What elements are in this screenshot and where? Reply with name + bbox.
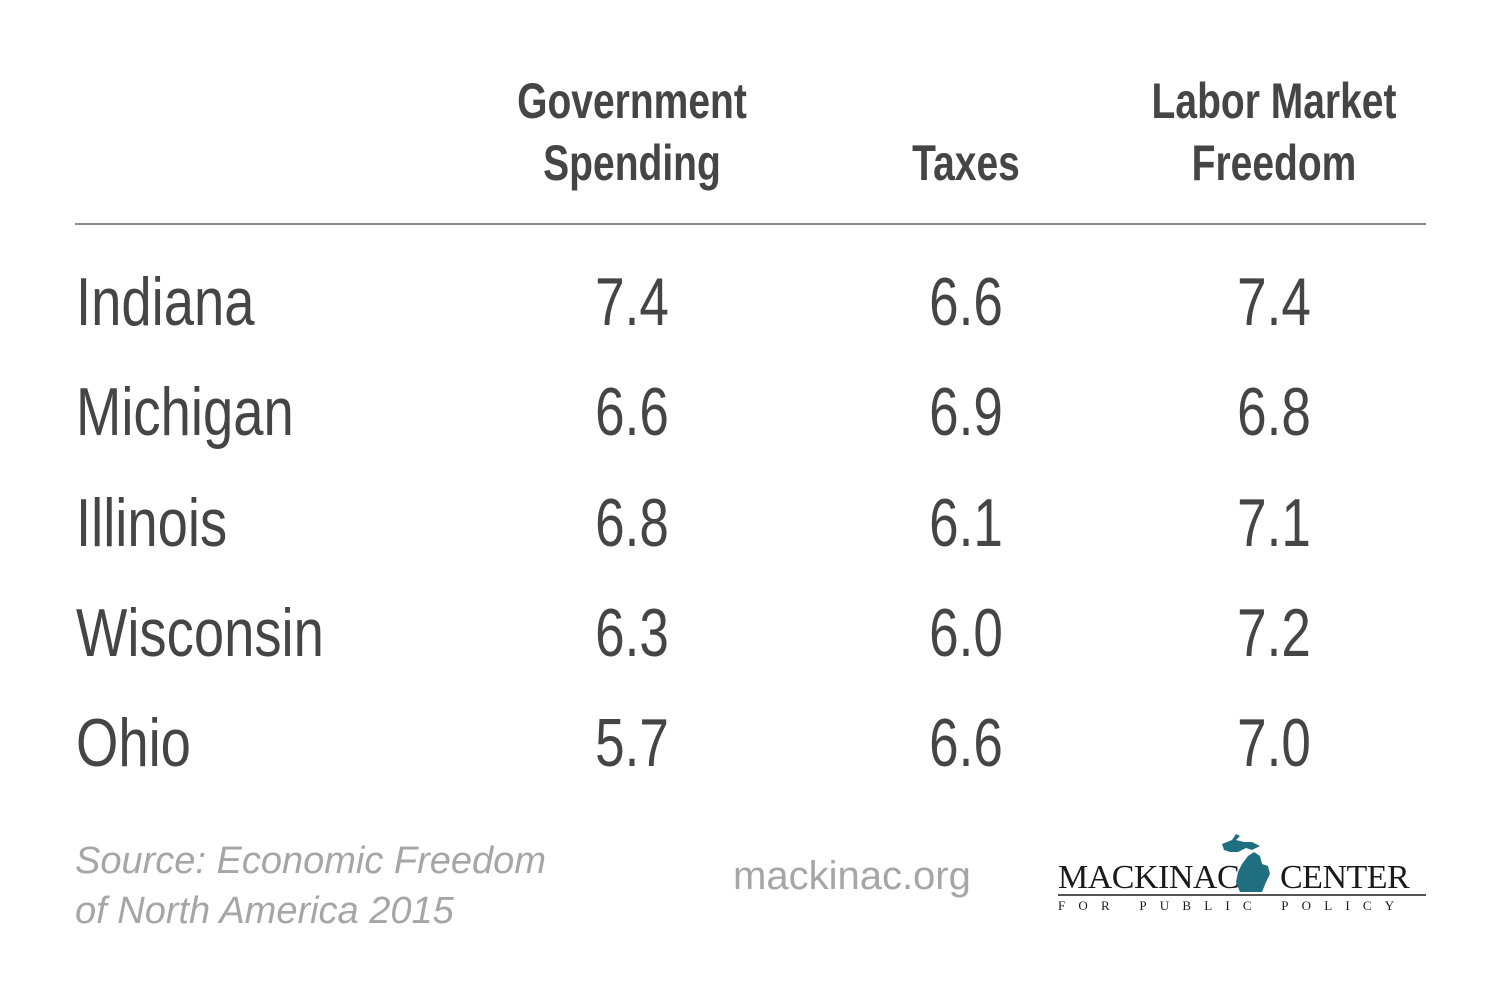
- value-taxes: 6.6: [929, 705, 1003, 781]
- logo-subtitle: FOR PUBLIC POLICY: [1058, 898, 1408, 913]
- column-header-labor-market-freedom: Labor Market Freedom: [1118, 70, 1430, 194]
- state-label: Wisconsin: [76, 595, 324, 671]
- michigan-map-icon: [1222, 834, 1270, 892]
- value-labor-market-freedom: 7.2: [1237, 595, 1311, 671]
- table-row: Indiana 7.4 6.6 7.4: [0, 262, 1500, 372]
- state-label: Ohio: [76, 705, 191, 781]
- state-label: Indiana: [76, 264, 255, 340]
- value-labor-market-freedom: 6.8: [1237, 374, 1311, 450]
- value-labor-market-freedom: 7.4: [1237, 264, 1311, 340]
- header-divider: [75, 223, 1426, 225]
- website-link[interactable]: mackinac.org: [733, 854, 971, 898]
- header-line: Spending: [543, 135, 721, 191]
- column-header-taxes: Taxes: [810, 132, 1122, 194]
- value-labor-market-freedom: 7.0: [1237, 705, 1311, 781]
- value-taxes: 6.6: [929, 264, 1003, 340]
- table-row: Wisconsin 6.3 6.0 7.2: [0, 593, 1500, 703]
- state-label: Illinois: [76, 485, 228, 561]
- logo-divider: [1058, 894, 1426, 896]
- value-government-spending: 7.4: [595, 264, 669, 340]
- header-line: Freedom: [1191, 135, 1357, 191]
- value-government-spending: 6.3: [595, 595, 669, 671]
- header-line: Labor Market: [1151, 73, 1397, 129]
- value-taxes: 6.1: [929, 485, 1003, 561]
- value-taxes: 6.0: [929, 595, 1003, 671]
- logo-left-text: MACKINAC: [1058, 859, 1240, 896]
- state-label: Michigan: [76, 374, 294, 450]
- value-government-spending: 5.7: [595, 705, 669, 781]
- source-line: of North America 2015: [75, 890, 454, 932]
- header-line: Government: [517, 73, 747, 129]
- value-labor-market-freedom: 7.1: [1237, 485, 1311, 561]
- value-government-spending: 6.8: [595, 485, 669, 561]
- value-government-spending: 6.6: [595, 374, 669, 450]
- value-taxes: 6.9: [929, 374, 1003, 450]
- table-row: Illinois 6.8 6.1 7.1: [0, 483, 1500, 593]
- header-line: Taxes: [912, 135, 1020, 191]
- table-row: Michigan 6.6 6.9 6.8: [0, 372, 1500, 482]
- source-line: Source: Economic Freedom: [75, 840, 546, 882]
- table-row: Ohio 5.7 6.6 7.0: [0, 703, 1500, 813]
- mackinac-center-logo: MACKINAC CENTER FOR PUBLIC POLICY: [1058, 830, 1428, 915]
- logo-right-text: CENTER: [1280, 859, 1410, 896]
- source-note: Source: Economic Freedom of North Americ…: [75, 836, 546, 936]
- column-header-government-spending: Government Spending: [476, 70, 788, 194]
